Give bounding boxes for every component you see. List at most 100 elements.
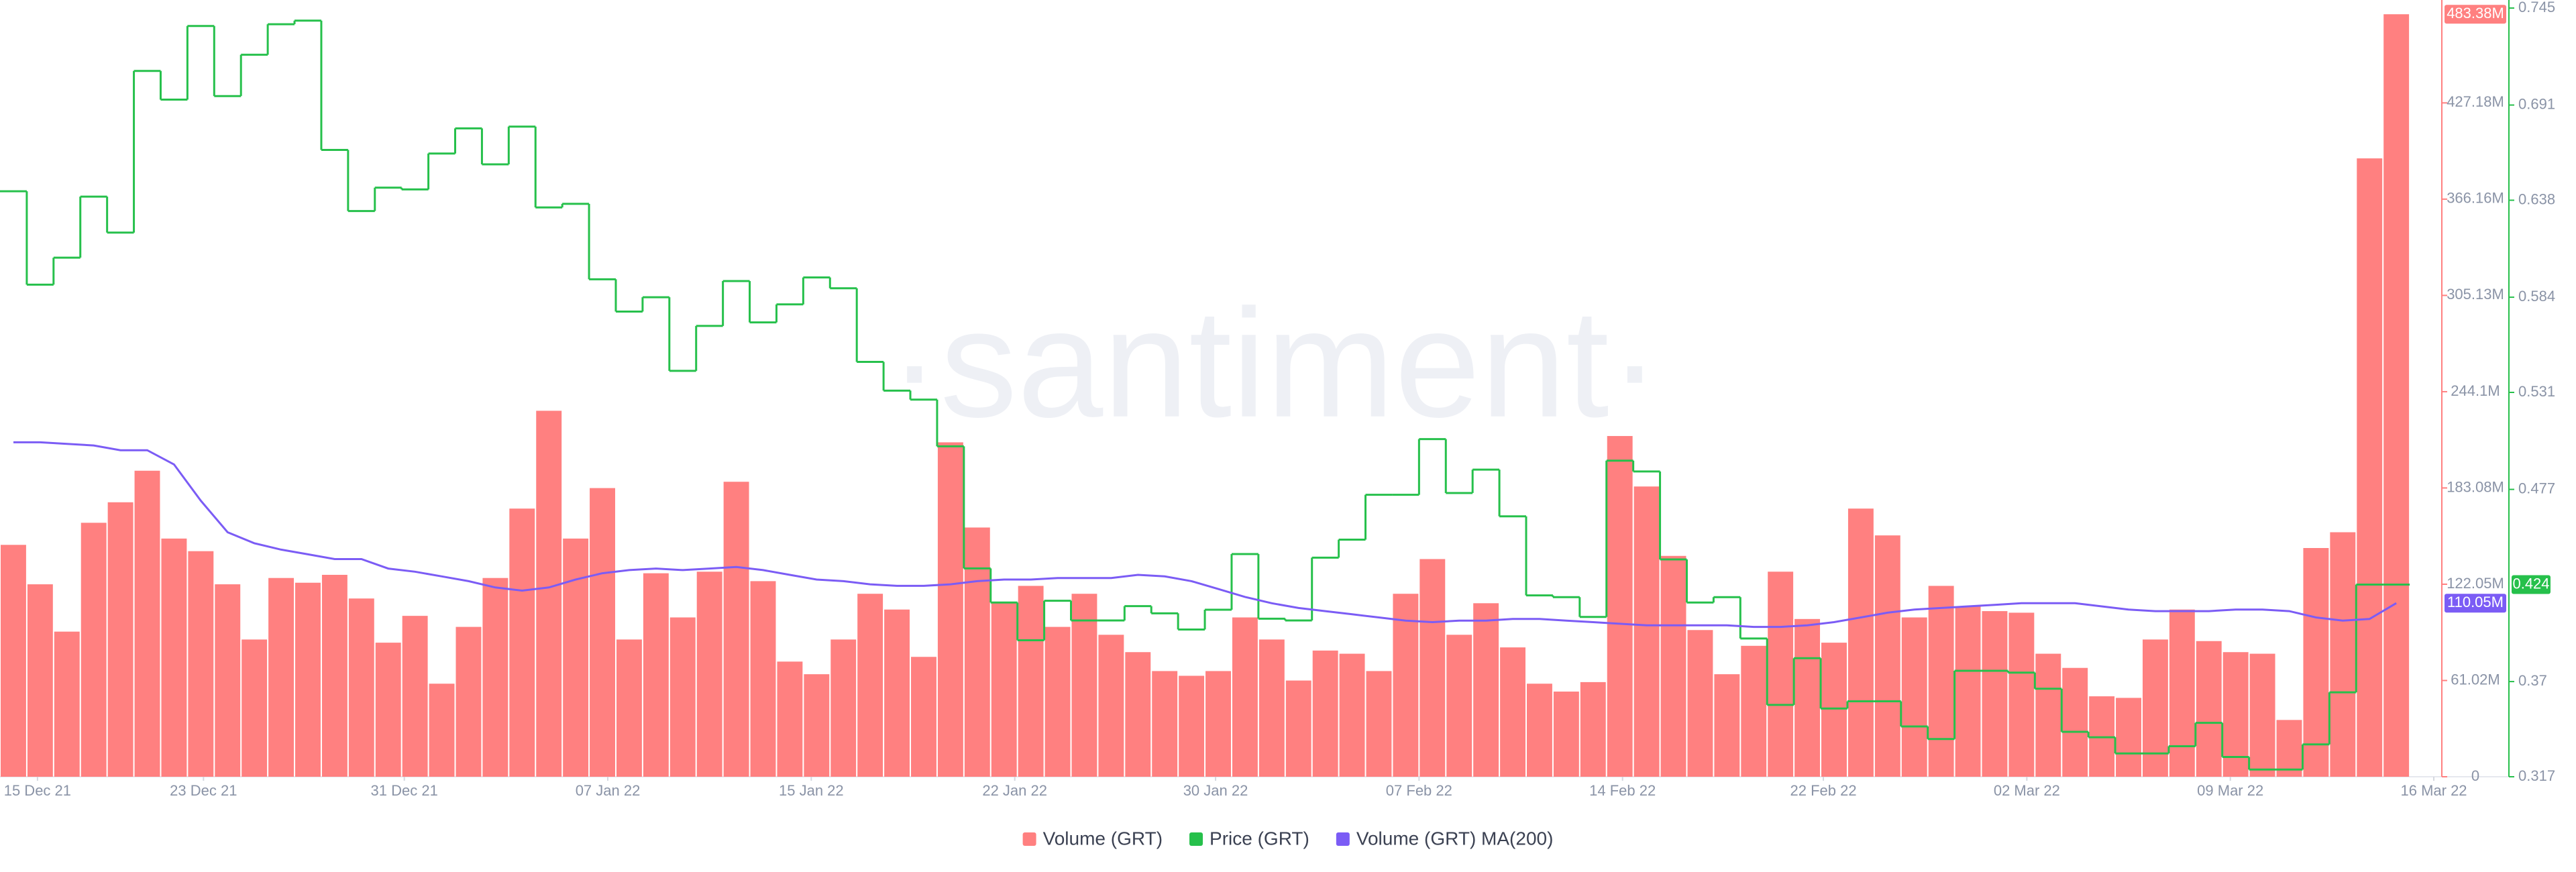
- volume-bar: [2008, 612, 2035, 777]
- volume-bar: [2169, 609, 2195, 777]
- x-tick-label: 16 Mar 22: [2400, 782, 2467, 799]
- volume-bar: [2357, 158, 2383, 777]
- x-tick-label: 15 Jan 22: [779, 782, 844, 799]
- value-badge: 110.05M: [2445, 594, 2506, 613]
- value-badge: 483.38M: [2445, 5, 2506, 24]
- y-tick-label: 122.05M: [2447, 575, 2504, 592]
- volume-bar: [1928, 586, 1954, 777]
- volume-bar: [2116, 698, 2141, 777]
- volume-bar: [1847, 508, 1874, 777]
- y2-tick-label: 0.691: [2518, 95, 2555, 112]
- legend-label: Volume (GRT): [1043, 828, 1163, 849]
- x-tick-label: 22 Feb 22: [1790, 782, 1856, 799]
- volume-bar: [696, 571, 722, 777]
- volume-bar: [268, 578, 294, 777]
- badge-bg: [2512, 575, 2551, 594]
- volume-bar: [1312, 650, 1338, 777]
- volume-bar: [1607, 436, 1633, 777]
- volume-bar: [2196, 641, 2222, 777]
- legend-item: Volume (GRT): [1022, 828, 1163, 849]
- volume-bar: [616, 639, 642, 777]
- volume-bar: [563, 538, 589, 777]
- badge-label: 483.38M: [2447, 5, 2504, 21]
- volume-bar: [1768, 571, 1794, 777]
- volume-bar: [1446, 635, 1472, 777]
- badge-label: 110.05M: [2447, 594, 2504, 610]
- y-tick-label: 61.02M: [2451, 671, 2500, 688]
- volume-bar: [1553, 692, 1579, 777]
- x-tick-label: 22 Jan 22: [982, 782, 1047, 799]
- volume-bar: [134, 470, 160, 777]
- volume-bar: [536, 411, 562, 777]
- volume-bar: [1473, 603, 1499, 777]
- volume-bar: [1098, 635, 1124, 777]
- volume-bar: [991, 601, 1017, 777]
- badge-bg: [2445, 5, 2506, 24]
- y2-tick-label: 0.37: [2518, 672, 2547, 689]
- y-tick-label: 183.08M: [2447, 478, 2504, 495]
- y2-tick-label: 0.477: [2518, 480, 2555, 496]
- volume-bar: [54, 631, 80, 777]
- legend-swatch: [1336, 832, 1350, 846]
- volume-bar: [2383, 14, 2410, 777]
- volume-bar: [348, 598, 374, 777]
- volume-bar: [1, 545, 26, 777]
- volume-bar: [1366, 671, 1392, 777]
- volume-bar: [1339, 653, 1365, 777]
- volume-bar: [1179, 675, 1205, 777]
- volume-bar: [455, 626, 482, 777]
- volume-bar: [2062, 667, 2088, 777]
- y-tick-label: 305.13M: [2447, 286, 2504, 303]
- volume-bar: [2222, 652, 2249, 777]
- y2-tick-label: 0.638: [2518, 190, 2555, 207]
- legend-item: Volume (GRT) MA(200): [1336, 828, 1554, 849]
- volume-bar: [188, 551, 214, 777]
- x-tick-label: 23 Dec 21: [170, 782, 237, 799]
- volume-bar: [669, 617, 696, 777]
- volume-bar: [1393, 594, 1419, 777]
- ma-line: [13, 441, 2397, 629]
- volume-bar: [429, 684, 455, 777]
- watermark: ·santiment·: [889, 277, 1660, 449]
- legend-label: Price (GRT): [1210, 828, 1309, 849]
- volume-bar: [2330, 532, 2356, 777]
- legend-swatch: [1189, 832, 1203, 846]
- volume-bar: [884, 609, 910, 777]
- y2-tick-label: 0.317: [2518, 767, 2555, 784]
- volume-bar: [509, 508, 535, 777]
- y-tick-label: 427.18M: [2447, 93, 2504, 110]
- volume-bar: [1125, 652, 1151, 777]
- volume-bar: [215, 584, 241, 777]
- volume-bar: [1714, 674, 1740, 777]
- volume-bar: [1500, 647, 1525, 777]
- volume-bar: [1633, 486, 1660, 777]
- badge-bg: [2445, 594, 2506, 613]
- volume-bar: [590, 488, 615, 777]
- volume-bar: [107, 502, 133, 777]
- volume-bar: [402, 616, 428, 777]
- volume-bar: [777, 661, 803, 777]
- value-badge: 0.424: [2512, 575, 2551, 594]
- y-tick-label: 366.16M: [2447, 190, 2504, 207]
- volume-bar: [911, 657, 936, 777]
- volume-bar: [643, 573, 669, 777]
- x-tick-label: 02 Mar 22: [1994, 782, 2060, 799]
- volume-bar: [1205, 671, 1231, 777]
- y2-tick-label: 0.531: [2518, 383, 2555, 400]
- volume-bar: [2142, 639, 2168, 777]
- volume-bar: [750, 581, 776, 777]
- volume-bar: [1982, 611, 2008, 777]
- volume-bar: [295, 582, 321, 777]
- y2-tick-label: 0.584: [2518, 288, 2555, 305]
- legend-item: Price (GRT): [1189, 828, 1309, 849]
- x-tick-label: 07 Feb 22: [1386, 782, 1452, 799]
- volume-bar: [937, 442, 963, 777]
- volume-bar: [1901, 617, 1927, 777]
- volume-bar: [857, 594, 883, 777]
- volume-bar: [830, 639, 857, 777]
- legend-label: Volume (GRT) MA(200): [1356, 828, 1554, 849]
- volume-bar: [1660, 555, 1686, 777]
- x-tick-label: 15 Dec 21: [4, 782, 71, 799]
- volume-bar: [1044, 626, 1071, 777]
